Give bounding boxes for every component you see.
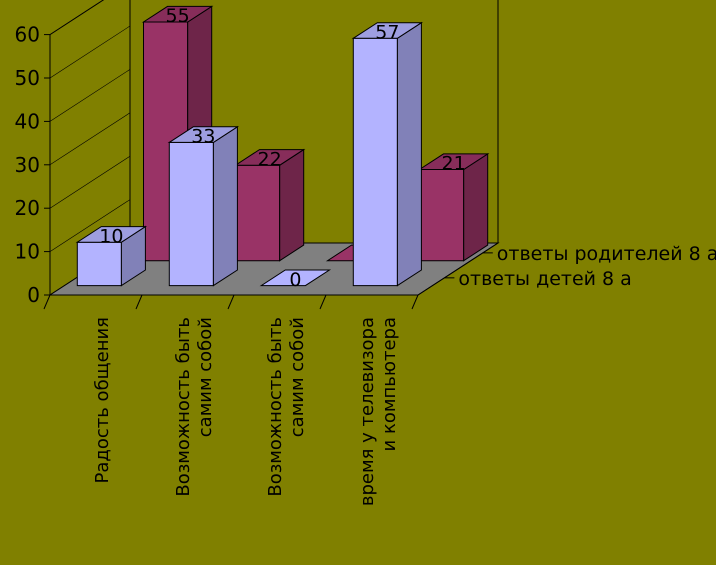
x-tick [411, 294, 419, 310]
legend-series-1: ответы детей 8 а [458, 268, 631, 290]
bar-side [212, 125, 238, 287]
depth-axis-line [417, 242, 499, 296]
y-tick-label: 0 [27, 283, 40, 307]
y-axis: 0 10 20 30 40 50 60 [15, 0, 131, 307]
bar-top [167, 126, 240, 143]
bar: 22 [233, 148, 306, 262]
bar-side [463, 152, 489, 262]
data-label: 0 [289, 269, 301, 291]
legend: ответы детей 8 а ответы родителей 8 а [417, 242, 716, 296]
side-gridline-2 [49, 155, 131, 209]
data-label: 10 [99, 225, 123, 247]
bar-front [235, 164, 281, 262]
category-label: Возможность бытьсамим собой [173, 317, 216, 497]
bars: 55220211033057 [75, 5, 490, 291]
data-label: 57 [375, 21, 399, 43]
category-label: Радость общения [92, 317, 113, 484]
side-gridline-1 [49, 199, 131, 252]
side-gridline-6 [49, 0, 104, 35]
category-label: время у телевизораи компьютера [357, 317, 400, 506]
x-tick [135, 294, 143, 310]
y-tick-label: 20 [15, 196, 40, 220]
bar-flat [259, 269, 332, 287]
category-line: Возможность быть [265, 317, 286, 497]
bar-top [233, 149, 306, 166]
x-tick [43, 294, 51, 310]
y-tick-label: 10 [15, 240, 40, 264]
side-gridline-4 [49, 69, 131, 122]
y-tick-label: 40 [15, 109, 40, 133]
y-tick-label: 30 [15, 153, 40, 177]
data-label: 22 [257, 148, 281, 170]
y-tick-label: 60 [15, 23, 40, 47]
bar: 10 [75, 225, 148, 287]
bar: 21 [417, 152, 490, 262]
category-line: время у телевизора [357, 317, 378, 506]
legend-series-2: ответы родителей 8 а [497, 243, 716, 265]
x-tick [319, 294, 327, 310]
bar-top [351, 22, 424, 39]
data-label: 33 [191, 126, 215, 148]
category-line: Возможность быть [173, 317, 194, 497]
data-label: 55 [165, 5, 189, 27]
bar-front [419, 169, 465, 262]
x-tick [227, 294, 235, 310]
y-tick-label: 50 [15, 66, 40, 90]
category-label: Возможность бытьсамим собой [265, 317, 308, 497]
bar-side [396, 21, 422, 287]
bar-front [352, 37, 398, 287]
data-label: 21 [441, 153, 465, 175]
category-line: и компьютера [379, 317, 400, 451]
category-line: самим собой [195, 317, 216, 437]
category-line: Радость общения [92, 317, 113, 484]
bar-top [417, 153, 490, 170]
bar-front [76, 241, 122, 287]
side-gridline-3 [49, 112, 131, 166]
bar: 57 [351, 21, 424, 287]
category-line: самим собой [287, 317, 308, 437]
bar-top [75, 226, 148, 243]
bar-front [168, 141, 214, 287]
bar: 33 [167, 125, 240, 287]
bar-side [279, 148, 305, 262]
x-axis: Радость общения Возможность бытьсамим соб… [43, 294, 419, 506]
side-gridline-5 [49, 25, 131, 79]
bar-top [141, 5, 214, 23]
bar: 0 [259, 269, 332, 291]
